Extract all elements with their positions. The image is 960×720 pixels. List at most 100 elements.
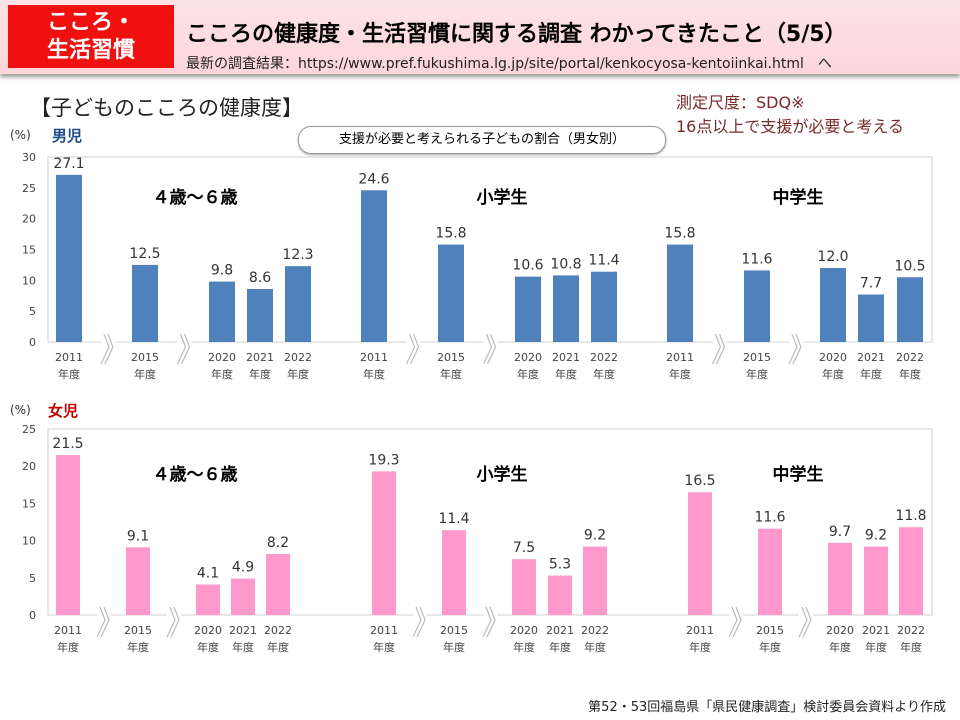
section-title: 【子どものこころの健康度】	[30, 96, 303, 120]
data-label: 11.6	[754, 510, 785, 526]
axis-break-icon	[412, 606, 426, 638]
x-tick-label: 2011	[686, 624, 714, 637]
bar	[899, 527, 923, 615]
x-tick-label: 年度	[517, 367, 539, 381]
bar	[266, 553, 290, 615]
bar	[515, 276, 541, 342]
x-tick-label: 2015	[756, 624, 784, 637]
data-label: 7.7	[860, 276, 882, 292]
plot-frame	[47, 156, 933, 343]
axis-break-icon	[100, 333, 114, 365]
bar	[758, 528, 782, 615]
bar	[667, 244, 693, 342]
x-tick-label: 年度	[127, 640, 149, 654]
y-tick-label: 0	[29, 609, 36, 622]
y-tick-label: 5	[29, 572, 36, 585]
x-tick-label: 2021	[862, 624, 890, 637]
group-label: ４歳～６歳	[153, 464, 238, 485]
x-tick-label: 年度	[593, 367, 615, 381]
x-tick-label: 2020	[510, 624, 538, 637]
girls-label: 女児	[48, 402, 79, 420]
x-tick-label: 2022	[897, 624, 925, 637]
data-label: 9.7	[829, 524, 851, 540]
axis-break-icon	[482, 606, 496, 638]
source-note: 第52・53回福島県「県民健康調査」検討委員会資料より作成	[588, 700, 946, 715]
data-label: 12.0	[817, 249, 848, 265]
bar	[820, 268, 846, 342]
x-tick-label: 2021	[229, 624, 257, 637]
x-tick-label: 2021	[246, 351, 274, 364]
bar	[209, 281, 235, 342]
boys-label: 男児	[52, 127, 83, 145]
x-tick-label: 年度	[443, 640, 465, 654]
data-label: 10.6	[512, 258, 543, 274]
group-label: 小学生	[477, 464, 528, 485]
x-tick-label: 年度	[134, 367, 156, 381]
x-tick-label: 2022	[264, 624, 292, 637]
x-tick-label: 年度	[440, 367, 462, 381]
x-tick-label: 2022	[284, 351, 312, 364]
bar	[372, 471, 396, 615]
data-label: 12.3	[282, 247, 313, 263]
x-tick-label: 年度	[822, 367, 844, 381]
badge-line1: こころ・	[46, 10, 135, 35]
data-label: 10.5	[894, 258, 925, 274]
bar	[897, 277, 923, 342]
x-tick-label: 年度	[287, 367, 309, 381]
x-tick-label: 年度	[865, 640, 887, 654]
x-tick-label: 年度	[267, 640, 289, 654]
y-tick-label: 25	[22, 182, 36, 195]
y-unit-girls: (%)	[10, 403, 31, 417]
y-tick-label: 10	[22, 535, 36, 548]
data-label: 4.9	[232, 560, 254, 576]
data-label: 11.4	[438, 511, 469, 527]
source-link[interactable]: 最新の調査結果：https://www.pref.fukushima.lg.jp…	[186, 56, 832, 72]
x-tick-label: 年度	[860, 367, 882, 381]
measure-line2: 16点以上で支援が必要と考える	[676, 117, 904, 136]
data-label: 19.3	[368, 452, 399, 468]
y-tick-label: 0	[29, 336, 36, 349]
measure-line1: 測定尺度：SDQ※	[676, 93, 805, 112]
plot-frame	[47, 428, 933, 616]
data-label: 4.1	[197, 565, 219, 581]
data-label: 9.8	[211, 263, 233, 279]
x-tick-label: 年度	[829, 640, 851, 654]
group-label: 小学生	[477, 187, 528, 208]
data-label: 27.1	[53, 156, 84, 172]
axis-break-icon	[176, 333, 191, 365]
badge-line2: 生活習慣	[46, 38, 135, 63]
x-tick-label: 年度	[249, 367, 271, 381]
data-label: 15.8	[435, 226, 466, 242]
axis-break-icon	[798, 606, 812, 638]
y-tick-label: 25	[22, 423, 36, 436]
x-tick-label: 2011	[370, 624, 398, 637]
axis-break-icon	[788, 333, 802, 365]
x-tick-label: 2015	[124, 624, 152, 637]
x-tick-label: 年度	[689, 640, 711, 654]
x-tick-label: 2011	[666, 351, 694, 364]
data-label: 11.6	[741, 251, 772, 267]
chart-caption: 支援が必要と考えられる子どもの割合（男女別）	[298, 126, 666, 154]
data-label: 24.6	[358, 171, 389, 187]
x-tick-label: 年度	[58, 367, 80, 381]
bar	[512, 559, 536, 615]
bar	[553, 275, 579, 342]
y-tick-label: 15	[22, 497, 36, 510]
x-tick-label: 2022	[896, 351, 924, 364]
bar	[126, 547, 150, 615]
data-label: 8.2	[267, 535, 289, 551]
x-tick-label: 2020	[514, 351, 542, 364]
bar	[231, 578, 255, 615]
x-tick-label: 年度	[57, 640, 79, 654]
bar	[828, 542, 852, 615]
x-tick-label: 2022	[590, 351, 618, 364]
data-label: 11.8	[895, 508, 926, 524]
group-label: ４歳～６歳	[153, 187, 238, 208]
page-title: こころの健康度・生活習慣に関する調査 わかってきたこと（5/5）	[186, 22, 847, 47]
x-tick-label: 2022	[581, 624, 609, 637]
x-tick-label: 年度	[746, 367, 768, 381]
axis-break-icon	[711, 333, 726, 365]
x-tick-label: 年度	[363, 367, 385, 381]
x-tick-label: 年度	[899, 367, 921, 381]
